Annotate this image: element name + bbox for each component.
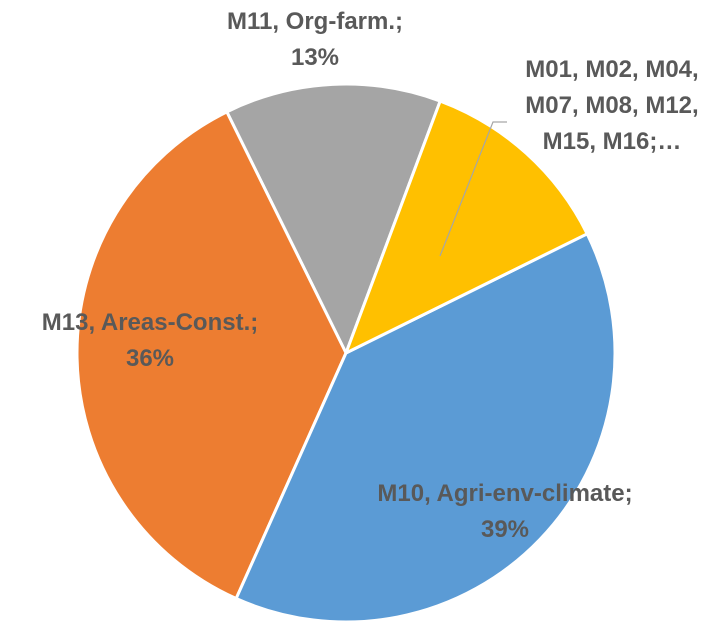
category-label: M13, Areas-Const.;: [41, 309, 259, 336]
pie-slice: [234, 231, 617, 624]
category-label: M10, Agri-env-climate;: [377, 480, 633, 507]
pie-slice: [343, 99, 590, 357]
category-label: M01, M02, M04, M07, M08, M12, M15, M16;…: [525, 56, 699, 155]
pie-slice: [224, 82, 443, 357]
pie-slice: [75, 109, 348, 601]
value-label: 36%: [125, 345, 175, 372]
data-label: M10, Agri-env-climate; 39%: [335, 476, 675, 548]
category-label: M11, Org-farm.;: [226, 8, 404, 35]
data-label: M11, Org-farm.; 13%: [195, 4, 435, 76]
data-label: M13, Areas-Const.; 36%: [0, 305, 300, 377]
value-label: 13%: [290, 44, 340, 71]
leader-line: [439, 121, 507, 257]
data-label: M01, M02, M04, M07, M08, M12, M15, M16;…: [512, 52, 709, 160]
value-label: 39%: [480, 516, 530, 543]
